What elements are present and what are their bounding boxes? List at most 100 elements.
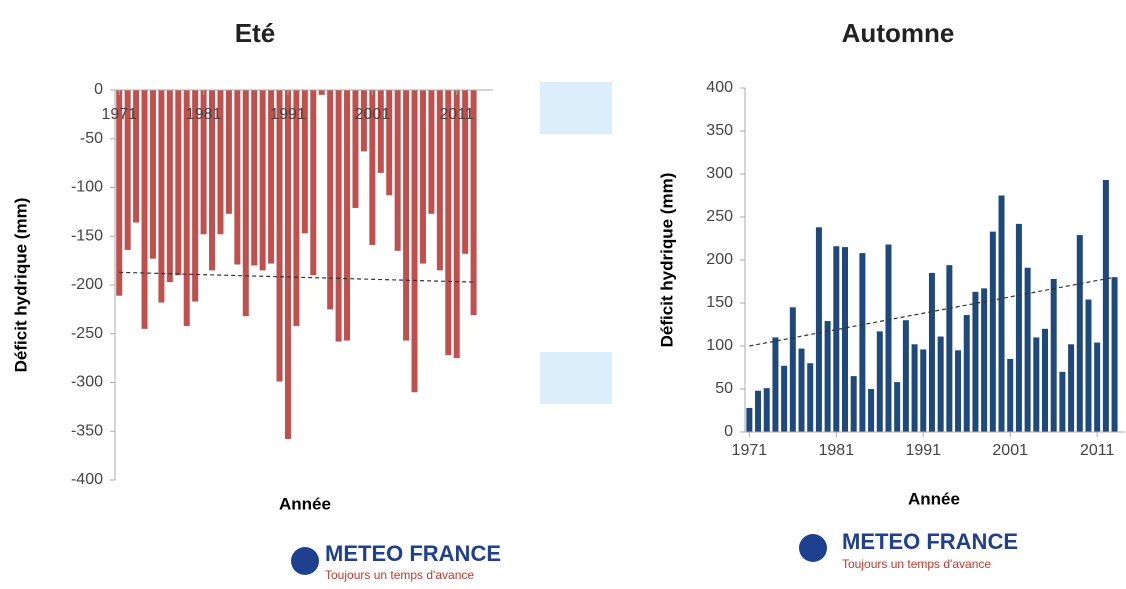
bar (885, 244, 892, 432)
x-axis-label: Année (908, 489, 960, 508)
bar (772, 337, 779, 432)
bar (1007, 358, 1014, 432)
bar (842, 247, 848, 432)
bar (394, 90, 401, 251)
bar (815, 227, 822, 432)
bar (301, 90, 308, 234)
bar (445, 90, 452, 356)
bar (1085, 299, 1092, 432)
bar (284, 90, 291, 440)
y-tick-label: 300 (706, 165, 733, 182)
bar (352, 90, 359, 208)
bar (1050, 278, 1057, 432)
bar (403, 90, 410, 341)
bar (234, 90, 241, 265)
y-tick-label: -350 (71, 422, 103, 439)
bar (183, 90, 190, 326)
bar (1111, 277, 1118, 432)
bar (175, 90, 182, 276)
bar (972, 291, 979, 432)
bar (894, 382, 901, 432)
bar (928, 272, 935, 432)
bar (462, 90, 469, 254)
bar (217, 90, 224, 235)
bar (470, 90, 477, 316)
bar (1076, 235, 1083, 432)
bar (963, 315, 970, 432)
bar (369, 90, 376, 246)
bar (746, 407, 753, 432)
logo-icon (799, 534, 827, 562)
x-tick-label: 1971 (732, 442, 768, 459)
bar (1015, 223, 1022, 432)
y-axis-label: Déficit hydrique (mm) (657, 173, 676, 348)
y-tick-label: 0 (94, 81, 103, 98)
x-tick-label: 1991 (270, 106, 306, 123)
bar (1068, 344, 1075, 432)
bar (798, 348, 805, 432)
bar (192, 90, 199, 302)
bar (981, 288, 988, 432)
bar (807, 363, 814, 432)
bar (1102, 180, 1109, 432)
bar (318, 90, 325, 95)
logo-name: METEO FRANCE (325, 541, 501, 566)
bar (824, 321, 831, 432)
logo-tagline: Toujours un temps d'avance (325, 568, 474, 582)
bar (850, 376, 857, 432)
bar (755, 390, 762, 432)
bar (989, 231, 996, 432)
chart-title: Eté (235, 18, 275, 48)
x-tick-label: 1991 (905, 442, 941, 459)
bar (360, 90, 367, 152)
bar (902, 320, 909, 432)
y-tick-label: 400 (706, 79, 733, 96)
cloud-image (540, 352, 612, 404)
bar (166, 90, 173, 283)
bar (763, 388, 770, 432)
bar (242, 90, 249, 317)
y-tick-label: 0 (724, 423, 733, 440)
bar (310, 90, 317, 276)
cloud-image (540, 82, 612, 134)
y-tick-label: 100 (706, 337, 733, 354)
bar (158, 90, 165, 303)
logo-name: METEO FRANCE (842, 529, 1018, 554)
bar (1033, 337, 1040, 432)
bar (911, 344, 918, 432)
trend-line (749, 276, 1115, 347)
y-tick-label: 50 (715, 380, 733, 397)
bar (859, 253, 866, 432)
bar (225, 90, 232, 214)
x-tick-label: 2011 (1080, 442, 1115, 459)
logo: METEO FRANCE Toujours un temps d'avance (799, 529, 1018, 571)
bar (1042, 328, 1048, 432)
y-tick-label: -250 (71, 325, 103, 342)
bar (876, 331, 883, 432)
y-tick-label: -200 (71, 276, 103, 293)
y-tick-label: -300 (71, 374, 103, 391)
y-tick-label: 150 (706, 294, 733, 311)
bar (335, 90, 342, 342)
bar (946, 265, 953, 432)
bar (419, 90, 426, 264)
bar (781, 365, 788, 432)
x-tick-label: 2011 (440, 106, 475, 123)
y-tick-label: 200 (706, 251, 733, 268)
bar (268, 90, 275, 264)
y-tick-label: -50 (80, 130, 103, 147)
bar (833, 246, 840, 432)
bar (141, 90, 148, 329)
y-axis-label: Déficit hydrique (mm) (11, 198, 30, 373)
x-tick-label: 2001 (992, 442, 1028, 459)
bar (116, 90, 123, 296)
y-tick-label: -100 (71, 179, 103, 196)
bar (1024, 267, 1031, 432)
bar (259, 90, 266, 271)
bar (937, 336, 944, 432)
y-tick-label: -150 (71, 227, 103, 244)
logo-icon (291, 547, 319, 575)
bar (133, 90, 140, 223)
logo: METEO FRANCE Toujours un temps d'avance (291, 541, 501, 582)
